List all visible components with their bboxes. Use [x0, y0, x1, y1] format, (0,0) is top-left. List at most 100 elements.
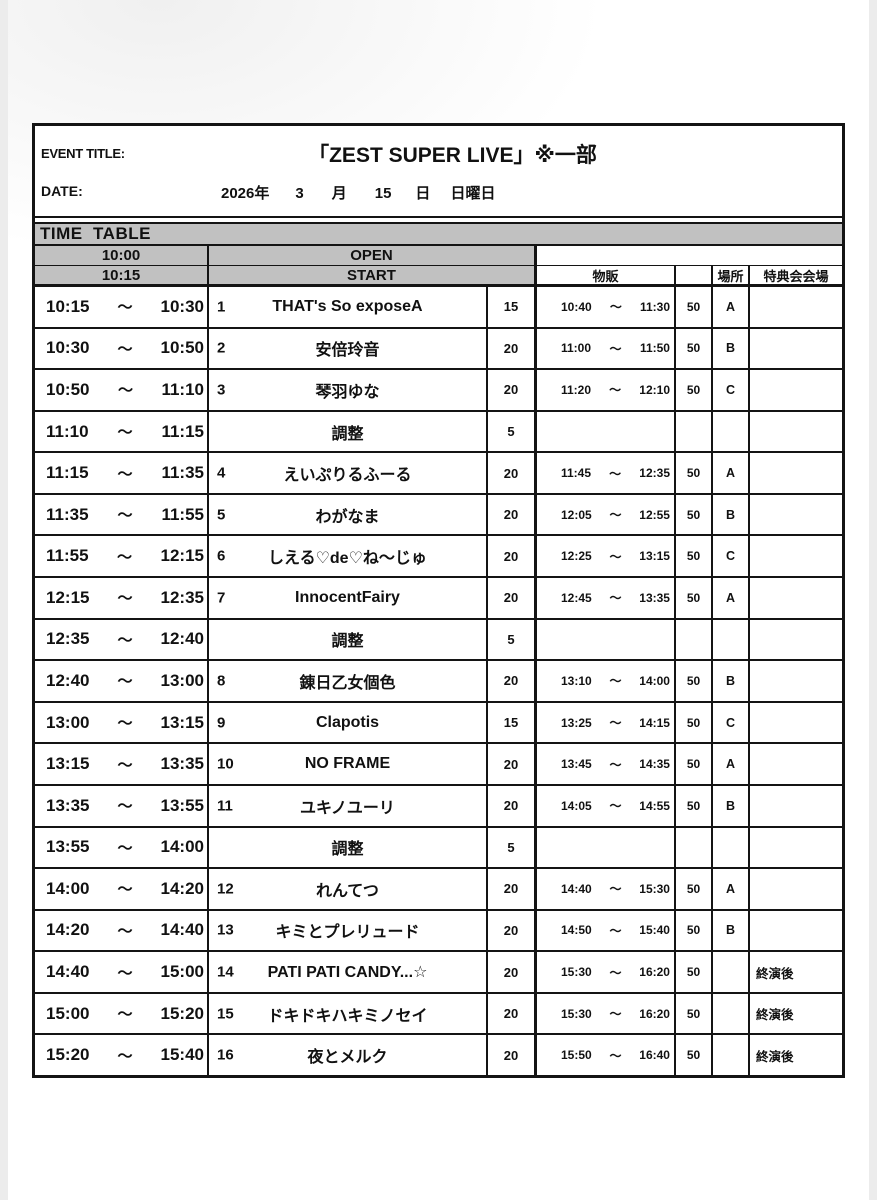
tilde-separator: ～ — [117, 590, 133, 608]
slot-end-time: 11:55 — [161, 504, 204, 524]
slot-time-cell: 11:10 ～ 11:15 — [35, 411, 209, 452]
place-cell — [713, 993, 750, 1034]
merch-column-header: 物販 — [537, 266, 676, 284]
merch-start-time: 14:05 — [561, 798, 592, 813]
merch-tilde-separator: ～ — [609, 923, 622, 938]
set-length-cell: 20 — [488, 661, 537, 701]
slot-end-time: 15:00 — [160, 962, 204, 982]
slot-time-cell: 15:20 ～ 15:40 — [35, 1035, 209, 1075]
artist-cell: 調整 — [209, 619, 488, 660]
tilde-separator: ～ — [117, 964, 133, 982]
merch-time-cell — [537, 411, 676, 452]
merch-capacity-cell — [676, 827, 713, 868]
slot-time-cell: 11:35 ～ 11:55 — [35, 494, 209, 535]
artist-name: れんてつ — [316, 882, 379, 900]
tokuten-cell: 終演後 — [750, 952, 842, 992]
artist-name: 調整 — [331, 425, 364, 443]
viewer-left-margin — [0, 0, 8, 1200]
slot-time-cell: 10:30 ～ 10:50 — [35, 328, 209, 369]
artist-name: えいぷりるふーる — [283, 467, 412, 485]
table-row: 11:15 ～ 11:35 4 えいぷりるふーる 20 11:45 ～ 12:3… — [35, 453, 842, 495]
place-letter: B — [725, 341, 736, 356]
tokuten-cell — [750, 911, 842, 951]
merch-capacity: 50 — [686, 757, 701, 772]
slot-end-time: 12:35 — [160, 587, 204, 607]
tilde-separator: ～ — [117, 382, 133, 400]
merch-start-time: 11:45 — [561, 466, 592, 481]
slot-end-time: 14:40 — [160, 920, 204, 940]
place-letter: A — [725, 757, 736, 772]
merch-tilde-separator: ～ — [609, 591, 622, 606]
place-letter: C — [725, 549, 736, 564]
slot-end-time: 13:55 — [160, 795, 204, 815]
table-row: 11:10 ～ 11:15 調整 5 — [35, 411, 842, 454]
slot-start-time: 11:35 — [46, 504, 89, 524]
slot-time-cell: 13:55 ～ 14:00 — [35, 827, 209, 868]
artist-name: Clapotis — [315, 713, 380, 731]
tilde-separator: ～ — [117, 631, 133, 649]
artist-cell: 11 ユキノユーリ — [209, 785, 488, 826]
merch-time-cell: 15:50 ～ 16:40 — [537, 1035, 676, 1075]
tokuten-cell: 終演後 — [750, 994, 842, 1034]
set-length: 20 — [503, 590, 519, 606]
merch-tilde-separator: ～ — [609, 300, 622, 315]
merch-tilde-separator: ～ — [609, 341, 622, 356]
merch-capacity-cell: 50 — [676, 702, 713, 743]
merch-tilde-separator: ～ — [609, 1048, 622, 1063]
start-row: 10:15 START 物販 場所 特典会会場 — [35, 266, 842, 287]
tokuten-cell — [750, 869, 842, 909]
timetable-rows: 10:15 ～ 10:30 1 THAT's So exposeA 15 10:… — [35, 287, 842, 1075]
slot-start-time: 12:35 — [46, 629, 90, 649]
slot-end-time: 14:20 — [160, 878, 204, 898]
merch-time-cell: 15:30 ～ 16:20 — [537, 952, 676, 992]
artist-cell: 1 THAT's So exposeA — [209, 287, 488, 327]
table-row: 11:35 ～ 11:55 5 わがなま 20 12:05 ～ 12:55 50… — [35, 494, 842, 537]
merch-time-cell: 13:25 ～ 14:15 — [537, 702, 676, 743]
set-length: 20 — [503, 465, 519, 481]
merch-tilde-separator: ～ — [609, 549, 622, 564]
artist-name: わがなま — [315, 508, 380, 526]
merch-start-time: 10:40 — [561, 299, 592, 314]
slot-start-time: 14:00 — [46, 878, 90, 898]
artist-cell: 15 ドキドキハキミノセイ — [209, 993, 488, 1034]
place-cell: B — [713, 661, 750, 701]
slot-start-time: 11:15 — [46, 463, 89, 483]
merch-time-cell: 13:45 ～ 14:35 — [537, 744, 676, 784]
tilde-separator: ～ — [117, 756, 133, 774]
event-title: 「ZEST SUPER LIVE」※一部 — [308, 144, 597, 167]
artist-number: 9 — [217, 714, 226, 732]
viewer-right-margin — [869, 0, 877, 1200]
place-letter: A — [725, 466, 736, 481]
tokuten-cell — [750, 661, 842, 701]
merch-time-cell: 13:10 ～ 14:00 — [537, 661, 676, 701]
merch-start-time: 13:25 — [561, 715, 592, 730]
tokuten-cell — [750, 744, 842, 784]
slot-start-time: 12:40 — [46, 670, 90, 690]
slot-time-cell: 12:35 ～ 12:40 — [35, 619, 209, 660]
slot-start-time: 12:15 — [46, 587, 90, 607]
set-length-cell: 20 — [488, 536, 537, 577]
merch-capacity-cell: 50 — [676, 744, 713, 784]
place-cell — [713, 619, 750, 660]
event-title-label: EVENT TITLE: — [41, 146, 125, 161]
tokuten-cell — [750, 828, 842, 868]
set-length-cell: 20 — [488, 869, 537, 909]
merch-end-time: 14:55 — [639, 798, 670, 813]
slot-start-time: 15:00 — [46, 1003, 90, 1023]
artist-number: 13 — [217, 921, 234, 939]
merch-end-time: 16:20 — [639, 1006, 670, 1021]
merch-end-time: 15:40 — [639, 923, 670, 938]
tokuten-cell — [750, 453, 842, 493]
slot-time-cell: 14:00 ～ 14:20 — [35, 869, 209, 909]
artist-cell: 9 Clapotis — [209, 702, 488, 743]
table-row: 13:15 ～ 13:35 10 NO FRAME 20 13:45 ～ 14:… — [35, 744, 842, 786]
merch-capacity: 50 — [686, 299, 701, 314]
artist-number: 6 — [217, 547, 226, 565]
table-row: 15:20 ～ 15:40 16 夜とメルク 20 15:50 ～ 16:40 … — [35, 1035, 842, 1075]
tokuten-note: 終演後 — [756, 1049, 794, 1064]
artist-name: キミとプレリュード — [275, 924, 420, 942]
tokuten-cell — [750, 412, 842, 452]
slot-time-cell: 14:40 ～ 15:00 — [35, 952, 209, 992]
tokuten-column-header: 特典会会場 — [763, 268, 829, 284]
merch-capacity-cell — [676, 411, 713, 452]
